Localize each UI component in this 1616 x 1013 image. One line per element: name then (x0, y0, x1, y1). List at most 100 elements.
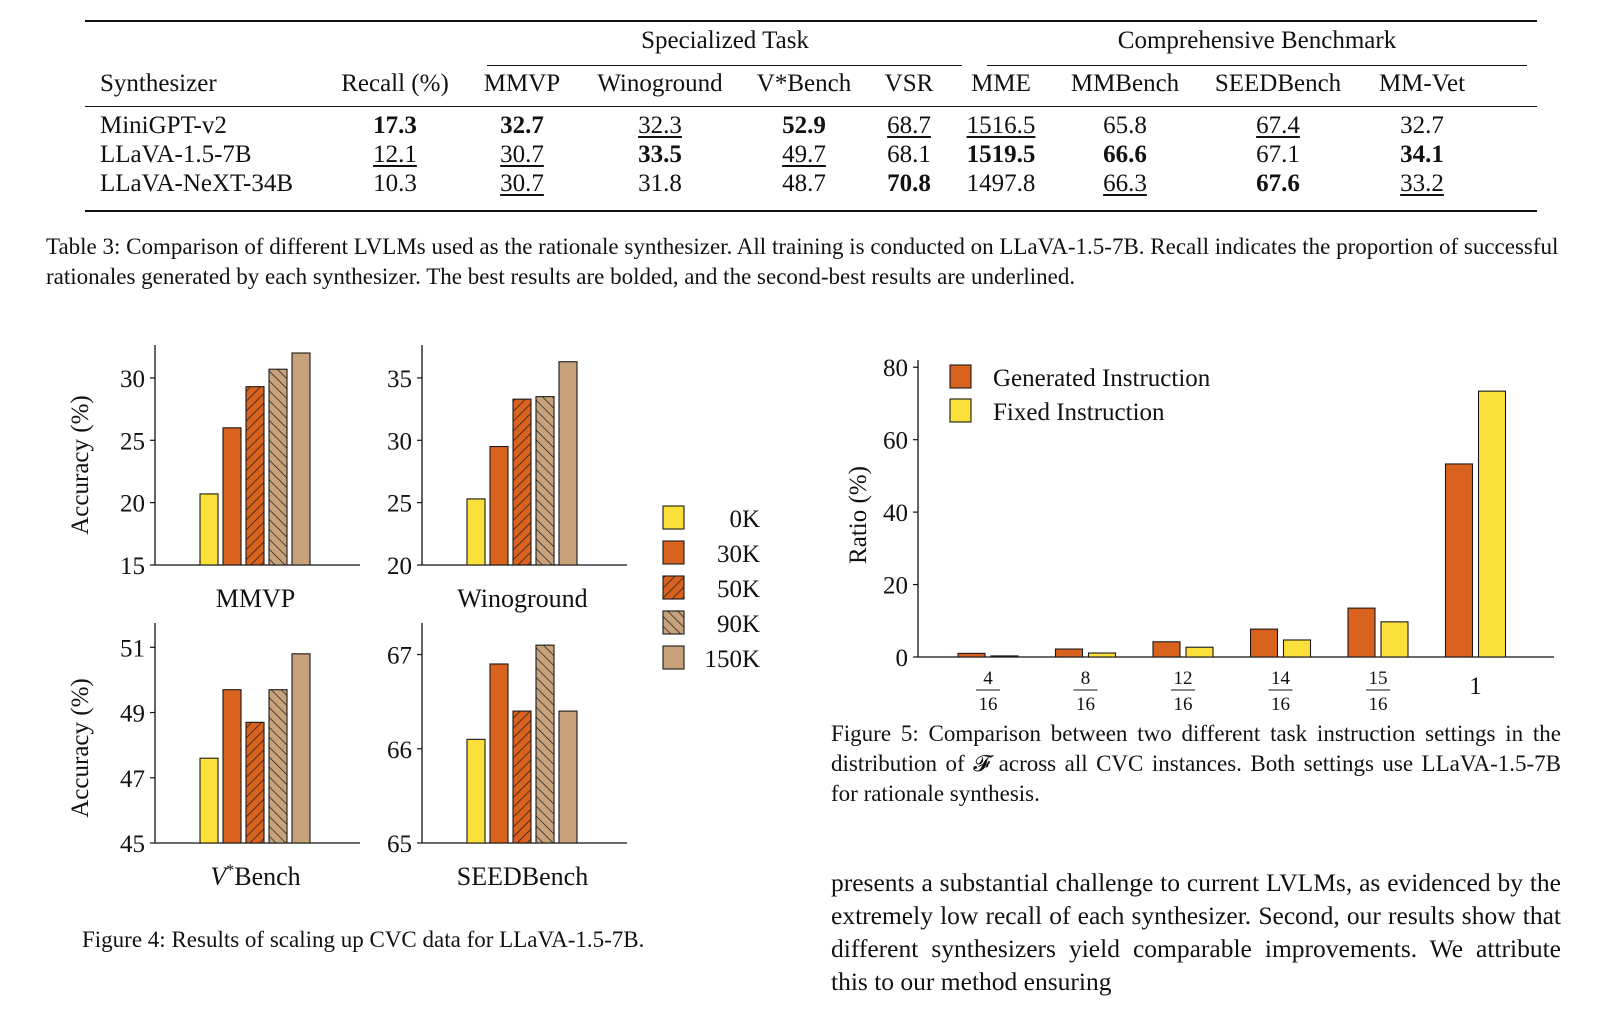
table-cell: 66.3 (1103, 170, 1147, 197)
col-header-mmvp: MMVP (483, 70, 561, 97)
group-header-comprehensive: Comprehensive Benchmark (1117, 27, 1397, 54)
x-tick-numerator: 14 (1271, 668, 1291, 689)
table-bottom-rule (85, 210, 1537, 212)
table-mid-rule (85, 106, 1537, 107)
legend-label: Generated Instruction (993, 365, 1211, 392)
bar-fixed (1477, 390, 1507, 658)
y-tick-label: 25 (120, 428, 145, 455)
x-tick-numerator: 4 (983, 668, 993, 689)
x-tick-denominator: 16 (979, 694, 998, 715)
y-tick-label: 51 (120, 635, 145, 662)
group-header-specialized: Specialized Task (641, 27, 809, 54)
x-tick-numerator: 8 (1081, 668, 1091, 689)
bar-generated (1249, 628, 1279, 658)
table-cell: 65.8 (1103, 112, 1147, 139)
table-cell: 68.7 (887, 112, 931, 139)
bar-30K (489, 663, 509, 844)
y-tick-label: 30 (120, 366, 145, 393)
figure-5: 0 20 40 60 80 4 16 8 16 12 16 14 16 15 16 1 Generated In… (845, 355, 1554, 715)
table-row-name: LLaVA-1.5-7B (100, 141, 252, 168)
bar-30K (489, 445, 509, 566)
table-cell: 49.7 (782, 141, 826, 168)
bar-generated (1054, 648, 1084, 658)
fig4-legend: 0K 30K 50K 90K 150K (662, 505, 760, 673)
y-tick-label: 67 (387, 643, 412, 670)
legend-swatch (662, 610, 685, 635)
x-tick-denominator: 16 (1174, 694, 1193, 715)
panel-title: V*Bench (210, 862, 300, 891)
col-header-winoground: Winoground (597, 70, 723, 97)
y-tick-label: 30 (387, 428, 412, 455)
bar-150K (291, 352, 311, 566)
x-tick-denominator: 16 (1271, 694, 1290, 715)
table-3-caption: Table 3: Comparison of different LVLMs u… (46, 234, 1559, 289)
group-rule-comprehensive (987, 65, 1527, 66)
y-tick-label: 25 (387, 491, 412, 518)
bar-90K (268, 689, 288, 844)
fig4-ylabel-top: Accuracy (%) (67, 395, 94, 535)
bar-150K (291, 653, 311, 844)
table-cell: 48.7 (782, 170, 826, 197)
table-cell: 34.1 (1400, 141, 1444, 168)
bar-generated (1347, 607, 1376, 658)
figure-4-caption: Figure 4: Results of scaling up CVC data… (82, 927, 645, 952)
panel-title: MMVP (216, 584, 295, 613)
legend-label: Fixed Instruction (993, 399, 1165, 426)
y-tick-label: 20 (387, 553, 412, 580)
col-header-vbench: V*Bench (756, 70, 852, 97)
bar-generated (1444, 463, 1474, 658)
col-header-seedbench: SEEDBench (1214, 70, 1342, 97)
col-header-recall: Recall (%) (341, 70, 449, 97)
legend-swatch (949, 398, 972, 423)
legend-label: 90K (717, 611, 760, 638)
x-tick-numerator: 12 (1174, 668, 1193, 689)
x-tick-numerator: 15 (1369, 668, 1388, 689)
table-cell: 67.1 (1256, 141, 1300, 168)
table-top-rule (85, 20, 1537, 22)
legend-label: 0K (729, 506, 760, 533)
table-cell: 10.3 (373, 170, 417, 197)
bar-50K (512, 710, 532, 844)
table-cell: 1519.5 (966, 141, 1036, 168)
bar-150K (558, 361, 578, 566)
table-cell: 31.8 (638, 170, 682, 197)
y-tick-label: 80 (883, 355, 908, 382)
body-paragraph: presents a substantial challenge to curr… (831, 868, 1561, 996)
bar-30K (222, 689, 242, 844)
bar-0K (199, 757, 219, 844)
table-cell: 32.3 (638, 112, 682, 139)
table-cell: 70.8 (887, 170, 931, 197)
bar-90K (535, 396, 555, 566)
table-row-name: MiniGPT-v2 (100, 112, 227, 139)
y-tick-label: 15 (120, 553, 145, 580)
table-cell: 52.9 (782, 112, 826, 139)
y-tick-label: 20 (883, 573, 908, 600)
bar-30K (222, 427, 242, 566)
table-cell: 1516.5 (966, 112, 1036, 139)
col-header-synthesizer: Synthesizer (100, 70, 217, 97)
table-cell: 67.6 (1256, 170, 1300, 197)
figure-5-caption: Figure 5: Comparison between two differe… (831, 721, 1561, 806)
bar-0K (466, 498, 486, 566)
bar-generated (957, 652, 986, 658)
legend-swatch (662, 575, 685, 600)
bar-fixed (1185, 646, 1214, 658)
bar-0K (199, 493, 219, 566)
legend-swatch (949, 364, 972, 389)
x-tick-label: 1 (1469, 673, 1482, 700)
title-v: V (210, 862, 229, 891)
bar-0K (466, 738, 486, 844)
col-header-mmbench: MMBench (1070, 70, 1180, 97)
y-tick-label: 60 (883, 428, 908, 455)
col-header-mmvet: MM-Vet (1378, 70, 1466, 97)
title-rest: Bench (234, 862, 300, 891)
table-cell: 33.5 (638, 141, 682, 168)
table-row-name: LLaVA-NeXT-34B (100, 170, 294, 197)
fig4-panel-mmvp: 15 20 25 30 MMVP (120, 345, 360, 613)
y-tick-label: 40 (883, 500, 908, 527)
bar-90K (535, 644, 555, 844)
y-tick-label: 45 (120, 831, 145, 858)
y-tick-label: 66 (387, 737, 412, 764)
fig4-panel-v-bench: 45 47 49 51 V*Bench (120, 623, 360, 891)
legend-swatch (662, 540, 685, 565)
